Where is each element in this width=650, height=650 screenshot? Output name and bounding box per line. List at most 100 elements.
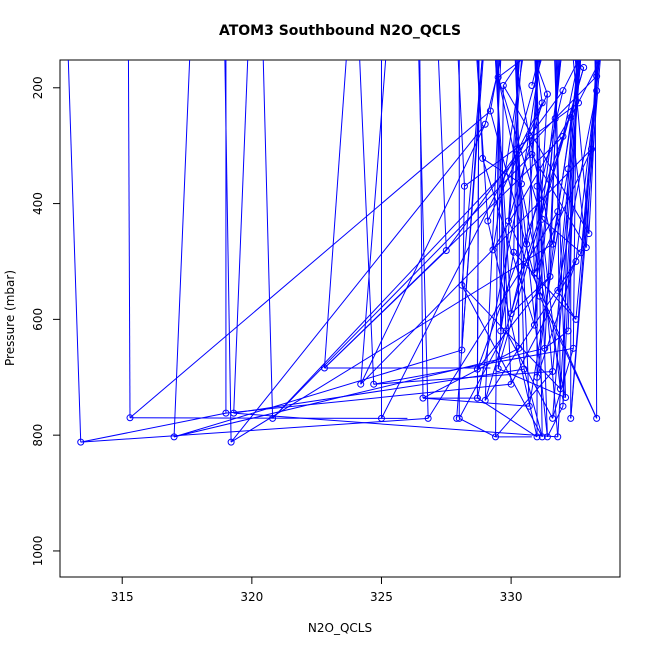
data-point [567,113,575,121]
data-point [554,286,562,294]
data-point [453,414,461,422]
series-lines [67,60,601,443]
x-tick-label: 325 [370,590,393,604]
data-point [549,414,557,422]
data-point [507,380,515,388]
data-point [370,380,378,388]
data-point [543,433,551,441]
data-point [520,365,528,373]
data-point [481,120,489,128]
series-line-segment [225,383,512,414]
data-point [530,321,538,329]
series-line-segment [528,136,535,274]
data-point [536,292,544,300]
series-line-segment [516,60,520,349]
series-line-segment [359,60,375,385]
series-line-segment [510,276,551,314]
data-point [455,414,463,422]
series-line-segment [445,90,564,251]
series-line-segment [575,60,600,320]
data-point [559,132,567,140]
data-point [577,249,585,257]
series-line-segment [427,211,559,419]
data-point [479,154,487,162]
data-point [538,99,546,107]
series-line-segment [515,149,548,437]
x-axis-label: N2O_QCLS [308,621,372,635]
series-line-segment [233,368,525,414]
data-point [549,240,557,248]
series-line-segment [497,77,543,220]
series-line-segment [323,60,347,369]
series-line-segment [484,67,585,401]
series-line-segment [554,60,567,398]
series-line-segment [230,243,553,443]
data-point [562,394,570,402]
data-point [551,114,559,122]
x-tick-label: 330 [500,590,523,604]
data-point [473,394,481,402]
data-point [77,438,85,446]
data-point [494,365,502,373]
data-point [227,438,235,446]
data-point [564,165,572,173]
data-point [530,269,538,277]
series-line-segment [492,60,524,250]
data-point [269,414,277,422]
data-point [572,315,580,323]
series-line-segment [422,347,520,399]
series-line-segment [224,60,232,443]
series-line-segment [173,347,545,438]
data-point [473,365,481,373]
series-line-segment [127,60,131,418]
data-point [512,145,520,153]
data-point [587,145,595,153]
series-line-segment [492,102,579,251]
series-line-segment [535,60,543,103]
data-point [533,182,541,190]
series-line-segment [562,60,579,91]
y-axis: 200 400 600 800 1000 [31,76,60,566]
data-point [484,217,492,225]
series-line-segment [484,60,502,125]
series-line-segment [594,60,598,419]
data-point [489,246,497,254]
series-line-segment [360,148,592,385]
series-line-segment [418,60,429,419]
series-line-segment [67,60,82,443]
series-line-segment [477,397,538,438]
series-line-segment [533,148,592,274]
series-line-segment [324,250,447,369]
data-point [580,64,588,72]
series-line-segment [476,60,489,221]
data-point [222,409,230,417]
series-line-segment [438,60,447,251]
series-line-segment [533,60,562,274]
data-point [567,414,575,422]
data-point [593,414,601,422]
data-point [230,409,238,417]
data-point [481,396,489,404]
data-point [533,433,541,441]
series-line-segment [173,60,191,437]
y-axis-label: Pressure (mbar) [3,270,17,366]
data-point [419,394,427,402]
series-line-segment [523,369,543,438]
series-line-segment [484,252,582,401]
x-tick-label: 320 [240,590,263,604]
data-point [585,230,593,238]
data-point [546,273,554,281]
series-line-segment [129,110,491,419]
series-line-segment [495,371,553,438]
series-line-segment [129,417,382,419]
series-line-segment [464,102,579,187]
series-line-segment [557,290,577,320]
series-line-segment [373,347,574,385]
series-line-segment [459,417,496,438]
data-point [559,402,567,410]
data-point [593,87,601,95]
series-line-segment [233,60,249,414]
series-line-segment [476,60,480,370]
data-point [543,90,551,98]
